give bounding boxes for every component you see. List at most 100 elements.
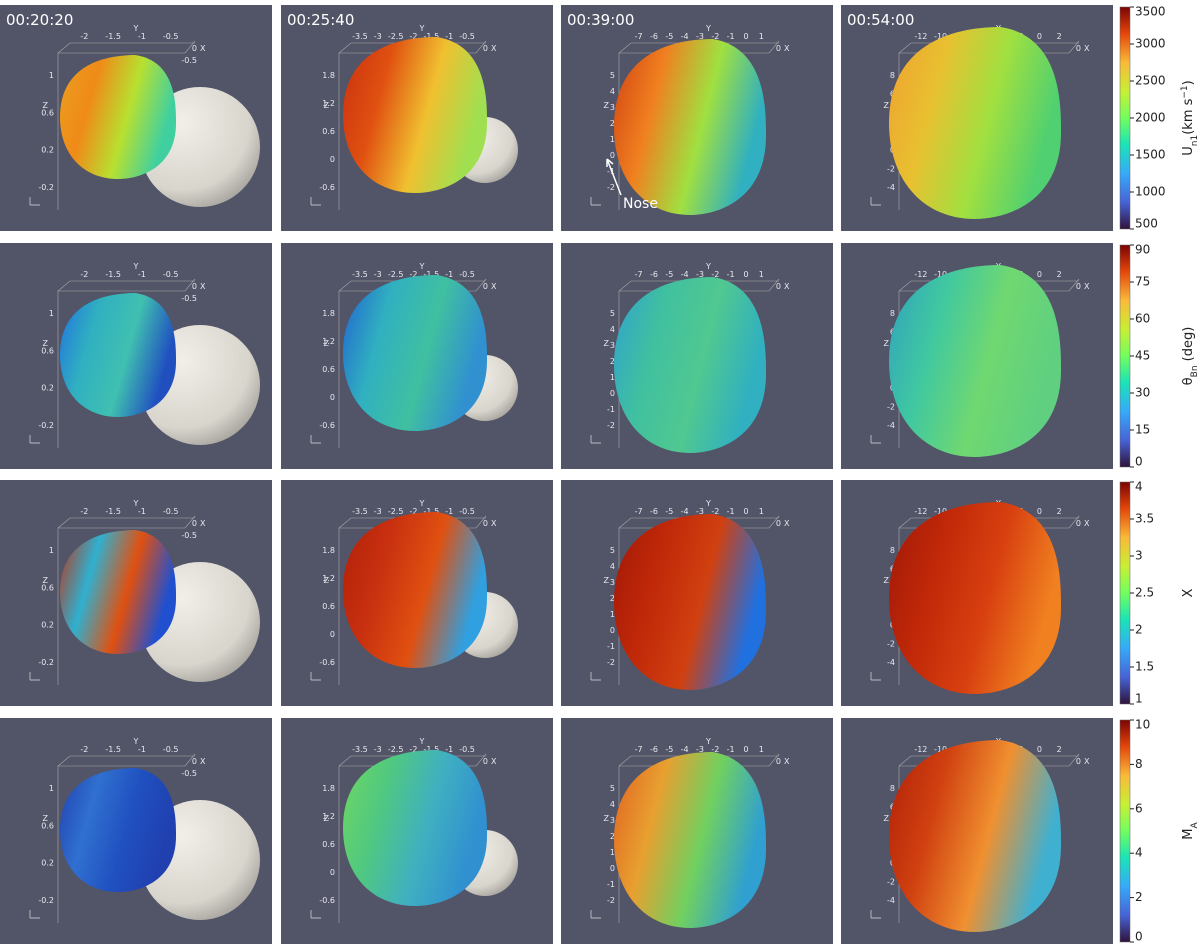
orientation-triad xyxy=(870,672,881,681)
x-tick-label: 0 xyxy=(776,757,781,766)
y-tick-label: -3.5 xyxy=(352,507,368,516)
orientation-triad xyxy=(870,197,881,206)
x-tick-label: 0 xyxy=(483,44,488,53)
z-tick-label: -0.6 xyxy=(319,421,335,430)
axis-name: Z xyxy=(43,576,49,585)
shock-surface xyxy=(614,277,766,453)
z-tick-label: 0.6 xyxy=(322,365,335,374)
axes-box xyxy=(57,753,196,923)
z-tick-label: -2 xyxy=(607,421,615,430)
orientation-triad xyxy=(590,435,601,444)
axis-name: Y xyxy=(133,499,139,508)
shock-surface xyxy=(614,752,766,928)
orientation-triad xyxy=(29,672,40,681)
shock-surface xyxy=(614,39,766,215)
colorbar xyxy=(1119,719,1131,943)
z-tick-label: -0.2 xyxy=(38,183,54,192)
panel: -3.5 -3 -2.5 -2 -1.5 -1 -0.5Y1.81.20.60-0.6Z0 X xyxy=(281,718,553,944)
colorbar-label: X xyxy=(1181,588,1196,597)
z-tick-label: 5 xyxy=(610,309,615,318)
axis-name: Z xyxy=(604,814,610,823)
shock-surface xyxy=(614,514,766,690)
z-tick-label: 0 xyxy=(610,626,615,635)
y-tick-label: -3 xyxy=(374,507,382,516)
y-tick-label: -6 xyxy=(650,507,658,516)
y-tick-label: 0 xyxy=(743,270,748,279)
y-tick-label: 0 xyxy=(1037,745,1042,754)
z-tick-label: 1.8 xyxy=(322,784,335,793)
y-tick-label: -3 xyxy=(696,745,704,754)
axis-name: X xyxy=(1084,44,1090,53)
y-tick-label: -6 xyxy=(650,270,658,279)
z-tick-label: -1 xyxy=(607,880,615,889)
z-tick-label: 0.6 xyxy=(322,840,335,849)
axis-name: Z xyxy=(324,576,330,585)
z-tick-label: 8 xyxy=(890,784,895,793)
z-tick-label: -2 xyxy=(887,877,895,886)
z-tick-label: 0.6 xyxy=(41,821,54,830)
z-tick-label: 4 xyxy=(610,800,615,809)
z-tick-label: 2 xyxy=(610,832,615,841)
y-tick-label: -2 xyxy=(80,745,88,754)
shock-surface xyxy=(889,265,1061,457)
colorbar-tick-label: 2 xyxy=(1135,890,1143,904)
shock-surface xyxy=(889,740,1061,932)
z-tick-label: -0.6 xyxy=(319,658,335,667)
y-tick-label: -1 xyxy=(727,745,735,754)
axis-name: Y xyxy=(419,737,425,746)
y-tick-label: -1.5 xyxy=(424,32,440,41)
y-tick-label: -3 xyxy=(696,507,704,516)
x-tick-label: 0 xyxy=(192,757,197,766)
z-tick-label: 0 xyxy=(330,393,335,402)
z-tick-label: 0.2 xyxy=(41,621,54,630)
colorbar-tick-label: 2 xyxy=(1135,623,1143,637)
axis-name: Z xyxy=(884,101,890,110)
y-tick-label: -10 xyxy=(934,507,947,516)
x-tick-label: 0 xyxy=(776,519,781,528)
colorbar-tick-label: 0 xyxy=(1135,455,1143,469)
z-tick-label: 1 xyxy=(610,135,615,144)
z-tick-label: 0.6 xyxy=(41,583,54,592)
z-tick-label: 1 xyxy=(610,373,615,382)
axis-name: Z xyxy=(324,814,330,823)
z-tick-label: 0 xyxy=(330,155,335,164)
y-tick-label: -0.5 xyxy=(163,745,179,754)
y-tick-label: 0 xyxy=(1037,507,1042,516)
arrow xyxy=(606,158,622,196)
y-tick-label: 2 xyxy=(1057,745,1062,754)
y-tick-label: -1 xyxy=(138,507,146,516)
axis-name: Z xyxy=(43,814,49,823)
axis-name: Y xyxy=(419,499,425,508)
axis-name: X xyxy=(491,519,497,528)
z-tick-label: 4 xyxy=(610,87,615,96)
y-tick-label: -1 xyxy=(138,32,146,41)
y-tick-label: 2 xyxy=(1057,270,1062,279)
panel: -3.5 -3 -2.5 -2 -1.5 -1 -0.5Y1.81.20.60-0.6Z0 X xyxy=(281,243,553,469)
z-tick-label: 1 xyxy=(610,610,615,619)
y-tick-label: -2 xyxy=(410,32,418,41)
axis-name: X xyxy=(784,757,790,766)
y-tick-label: -5 xyxy=(665,745,673,754)
x-tick-label: 0 xyxy=(1076,519,1081,528)
axes-box xyxy=(57,278,196,448)
axis-name: X xyxy=(1084,282,1090,291)
axis-name: Z xyxy=(884,339,890,348)
y-tick-label: -3.5 xyxy=(352,270,368,279)
z-tick-label: 1 xyxy=(49,309,54,318)
y-tick-label: -6 xyxy=(650,32,658,41)
y-tick-label: -10 xyxy=(934,270,947,279)
colorbar-tick-label: 3.5 xyxy=(1135,512,1154,526)
label-part: X xyxy=(1181,588,1196,597)
colorbar-tick-label: 2000 xyxy=(1135,111,1166,125)
colorbar-tick-label: 500 xyxy=(1135,217,1158,231)
y-tick-label: -3 xyxy=(374,270,382,279)
z-tick-label: 1 xyxy=(610,848,615,857)
z-tick-label: -1 xyxy=(607,642,615,651)
x-tick-label: 0 xyxy=(776,282,781,291)
colorbar-tick-label: 3000 xyxy=(1135,37,1166,51)
y-tick-label: -1 xyxy=(445,507,453,516)
